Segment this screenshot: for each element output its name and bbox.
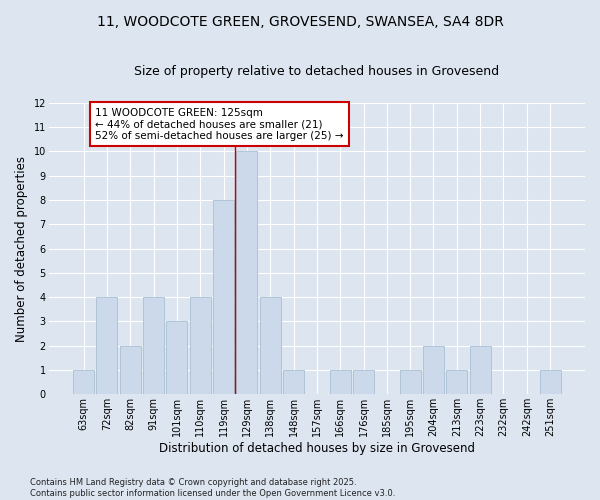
Bar — [539, 370, 560, 394]
Bar — [236, 152, 257, 394]
X-axis label: Distribution of detached houses by size in Grovesend: Distribution of detached houses by size … — [159, 442, 475, 455]
Title: Size of property relative to detached houses in Grovesend: Size of property relative to detached ho… — [134, 65, 499, 78]
Text: 11 WOODCOTE GREEN: 125sqm
← 44% of detached houses are smaller (21)
52% of semi-: 11 WOODCOTE GREEN: 125sqm ← 44% of detac… — [95, 108, 344, 141]
Bar — [446, 370, 467, 394]
Bar — [470, 346, 491, 395]
Bar — [423, 346, 444, 395]
Bar — [283, 370, 304, 394]
Bar — [260, 297, 281, 394]
Bar — [329, 370, 350, 394]
Bar — [97, 297, 118, 394]
Bar — [400, 370, 421, 394]
Bar — [73, 370, 94, 394]
Bar — [120, 346, 141, 395]
Text: Contains HM Land Registry data © Crown copyright and database right 2025.
Contai: Contains HM Land Registry data © Crown c… — [30, 478, 395, 498]
Bar — [190, 297, 211, 394]
Bar — [353, 370, 374, 394]
Text: 11, WOODCOTE GREEN, GROVESEND, SWANSEA, SA4 8DR: 11, WOODCOTE GREEN, GROVESEND, SWANSEA, … — [97, 15, 503, 29]
Bar — [143, 297, 164, 394]
Y-axis label: Number of detached properties: Number of detached properties — [15, 156, 28, 342]
Bar — [166, 322, 187, 394]
Bar — [213, 200, 234, 394]
